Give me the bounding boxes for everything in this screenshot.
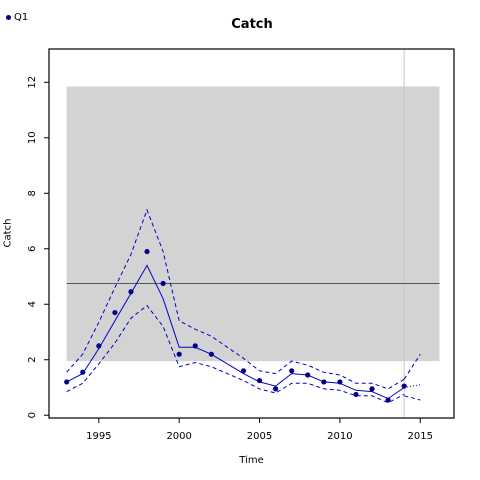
legend-marker-icon <box>6 15 11 20</box>
observed-point <box>64 379 70 385</box>
projection-upper-line <box>403 353 421 380</box>
observed-point <box>112 309 118 316</box>
legend: Q1 <box>6 12 28 23</box>
observed-point <box>96 343 102 349</box>
observed-point <box>144 248 150 255</box>
y-tick-label: 8 <box>27 190 38 196</box>
x-tick-label: 1995 <box>86 431 111 442</box>
x-tick-label: 2010 <box>327 431 352 442</box>
x-tick-label: 2005 <box>247 431 272 442</box>
legend-label: Q1 <box>14 12 29 23</box>
observed-point <box>192 343 198 349</box>
observed-point <box>256 377 263 384</box>
observed-point <box>273 386 279 392</box>
x-axis-label: Time <box>239 455 264 466</box>
y-tick-label: 4 <box>27 301 38 307</box>
observed-point <box>240 368 247 374</box>
observed-point <box>337 379 343 385</box>
plot-frame <box>48 48 455 419</box>
observed-point <box>385 397 391 403</box>
observed-point <box>128 289 134 295</box>
y-tick-label: 12 <box>27 76 38 89</box>
projection-lower-line <box>404 395 421 401</box>
observed-point <box>305 372 311 378</box>
y-tick-label: 10 <box>27 131 38 144</box>
observed-point <box>289 368 295 374</box>
observed-point <box>176 351 182 357</box>
fit-median-line <box>66 264 405 400</box>
observed-point <box>208 351 214 357</box>
observed-point <box>80 369 86 375</box>
observed-point <box>369 386 375 392</box>
observed-point <box>160 280 166 287</box>
y-tick-label: 6 <box>27 246 38 252</box>
reference-band <box>66 86 440 362</box>
observed-point <box>401 383 407 389</box>
y-tick-label: 2 <box>27 357 38 363</box>
chart-title: Catch <box>231 17 273 32</box>
x-tick-label: 2015 <box>408 431 433 442</box>
observed-point <box>321 379 327 385</box>
fit-lower-line <box>66 304 405 404</box>
y-tick-label: 0 <box>27 412 38 418</box>
x-tick-label: 2000 <box>166 431 191 442</box>
observed-point <box>353 391 359 398</box>
